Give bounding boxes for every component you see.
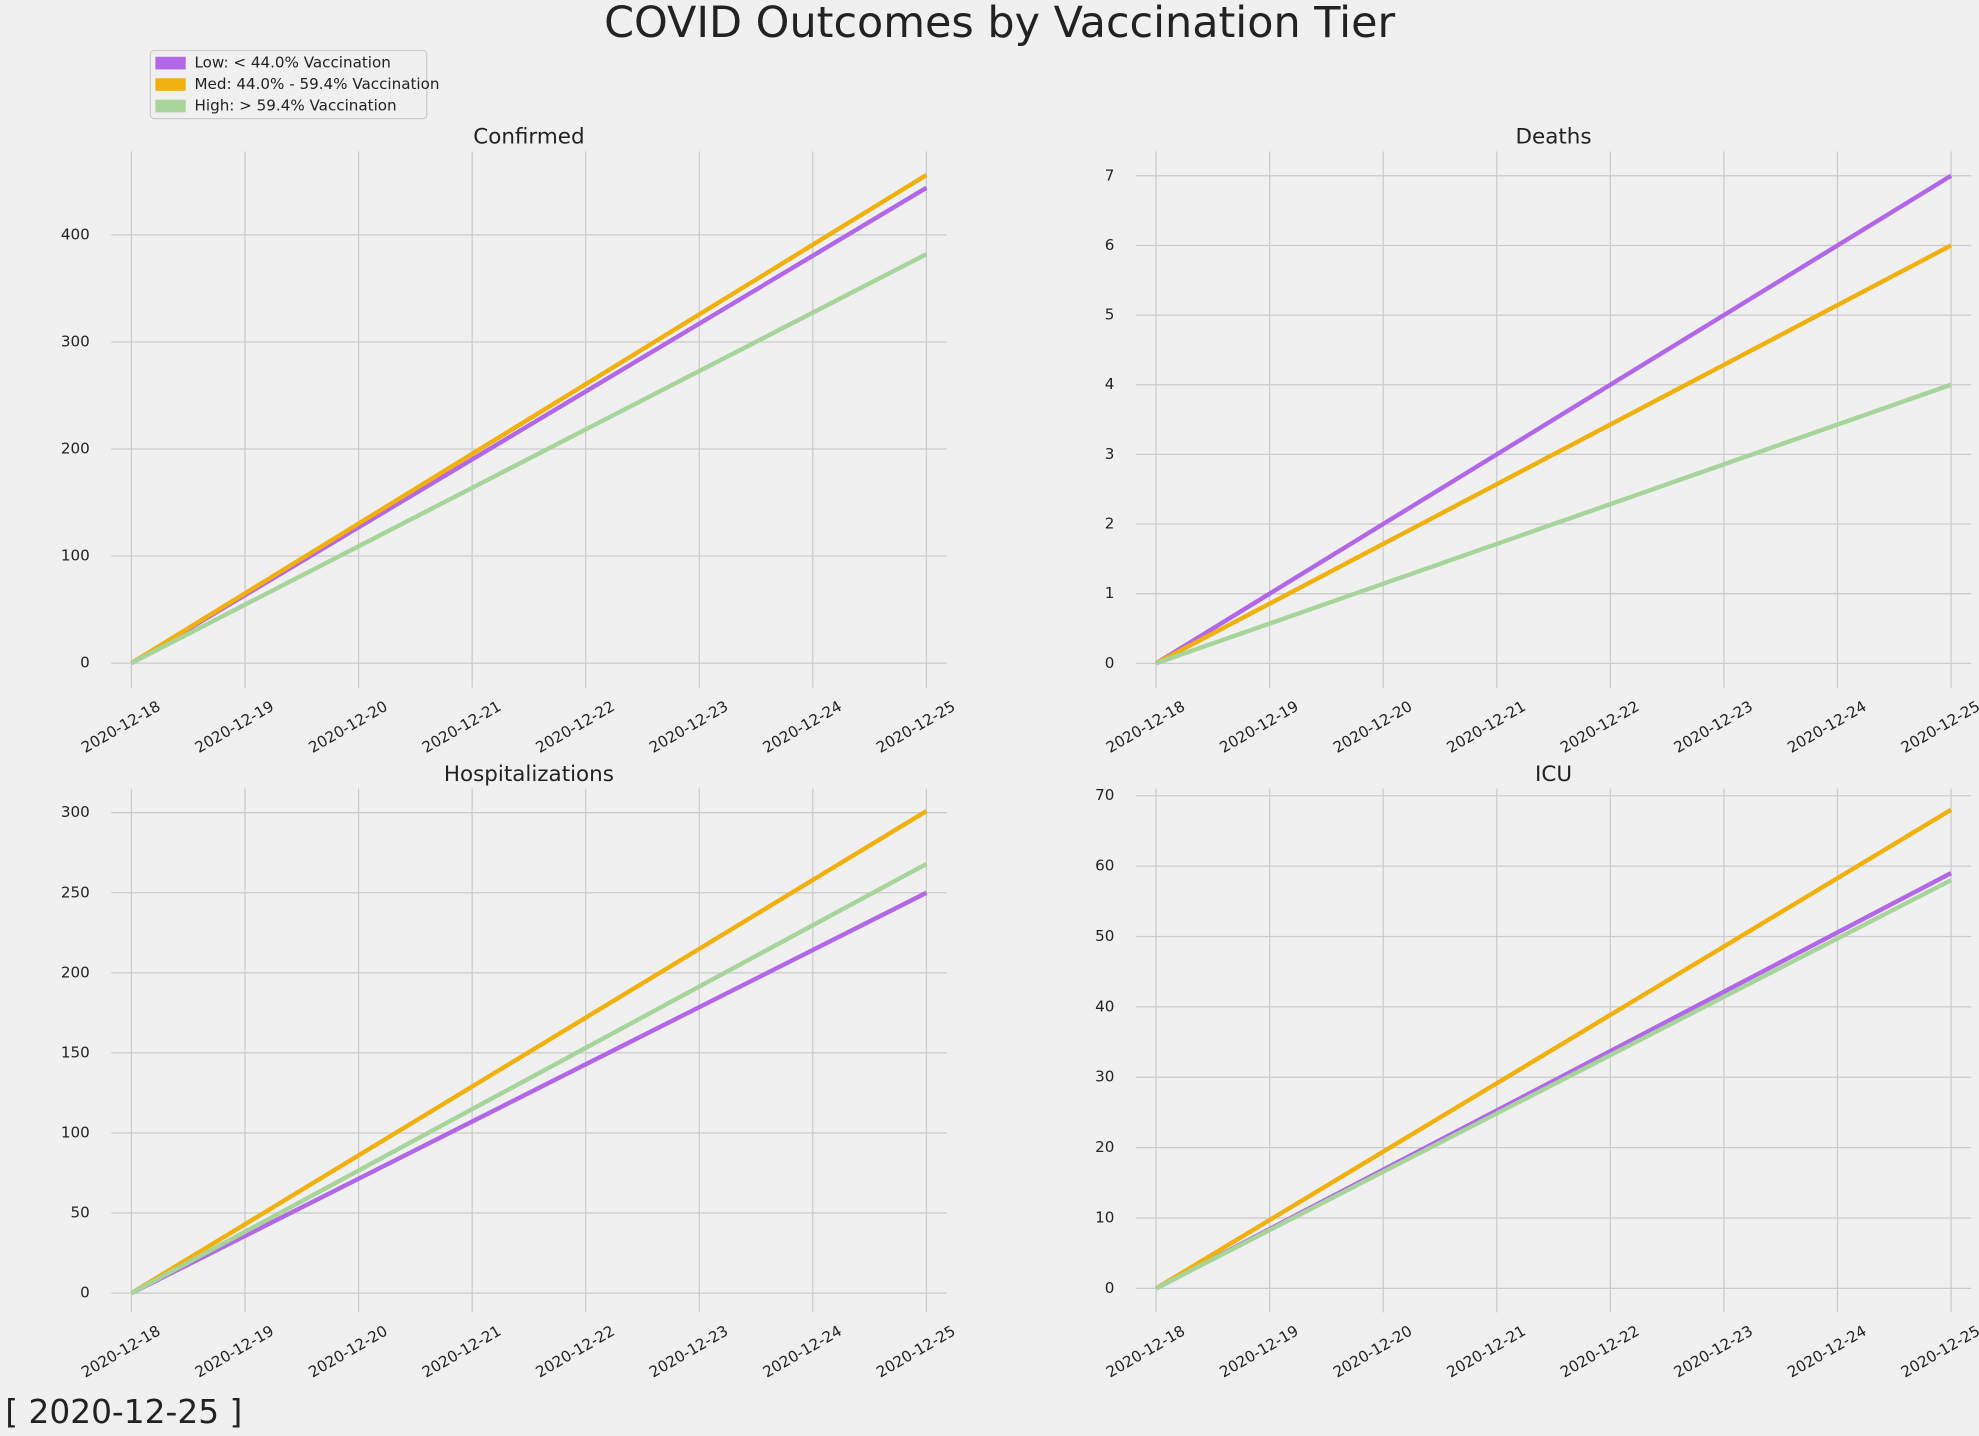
y-tick-label: 7 (1105, 166, 1115, 184)
x-tick-label: 2020-12-24 (1784, 697, 1869, 757)
x-tick-label: 2020-12-23 (646, 697, 731, 757)
y-tick-label: 100 (61, 547, 90, 565)
series-line (1154, 173, 1953, 666)
y-tick-label: 300 (61, 332, 90, 350)
y-tick-label: 100 (61, 1123, 90, 1141)
figure-title: COVID Outcomes by Vaccination Tier (604, 0, 1395, 48)
x-tick-label: 2020-12-19 (1217, 697, 1302, 757)
y-tick-label: 200 (61, 440, 90, 458)
legend-box (149, 49, 428, 120)
panel-title: ICU (1535, 762, 1572, 787)
y-tick-label: 250 (61, 883, 90, 901)
x-tick-label: 2020-12-18 (78, 1322, 163, 1382)
panel-title: Hospitalizations (444, 762, 614, 787)
y-tick-label: 4 (1105, 375, 1115, 393)
x-tick-label: 2020-12-18 (1103, 1322, 1188, 1382)
x-tick-label: 2020-12-23 (646, 1322, 731, 1382)
legend-swatch (155, 56, 186, 70)
series-line (1155, 243, 1953, 666)
legend-label: High: > 59.4% Vaccination (195, 96, 397, 114)
x-tick-label: 2020-12-25 (873, 697, 958, 757)
x-tick-label: 2020-12-20 (305, 1322, 390, 1382)
x-tick-label: 2020-12-21 (419, 1322, 504, 1382)
y-tick-label: 50 (71, 1204, 90, 1222)
x-tick-label: 2020-12-20 (305, 697, 390, 757)
x-tick-label: 2020-12-24 (1784, 1322, 1869, 1382)
series-line (1155, 878, 1953, 1291)
x-tick-label: 2020-12-24 (760, 1322, 845, 1382)
legend-label: Low: < 44.0% Vaccination (195, 54, 391, 72)
y-tick-label: 6 (1105, 236, 1115, 254)
x-tick-label: 2020-12-21 (419, 697, 504, 757)
x-tick-label: 2020-12-24 (760, 697, 845, 757)
x-tick-label: 2020-12-20 (1330, 697, 1415, 757)
x-tick-label: 2020-12-25 (873, 1322, 958, 1382)
x-tick-label: 2020-12-25 (1898, 697, 1979, 757)
y-tick-label: 3 (1105, 445, 1115, 463)
legend-swatch (155, 99, 186, 113)
y-tick-label: 40 (1095, 997, 1114, 1015)
x-tick-label: 2020-12-19 (1217, 1322, 1302, 1382)
y-tick-label: 30 (1095, 1068, 1114, 1086)
series-line (130, 173, 928, 665)
series-line (130, 890, 928, 1296)
x-tick-label: 2020-12-22 (1557, 1322, 1642, 1382)
x-tick-label: 2020-12-22 (533, 1322, 618, 1382)
x-tick-label: 2020-12-19 (192, 1322, 277, 1382)
y-tick-label: 1 (1105, 584, 1115, 602)
y-tick-label: 20 (1095, 1138, 1114, 1156)
y-tick-label: 5 (1105, 306, 1115, 324)
legend-label: Med: 44.0% - 59.4% Vaccination (195, 75, 440, 93)
x-tick-label: 2020-12-21 (1444, 1322, 1529, 1382)
x-tick-label: 2020-12-22 (533, 697, 618, 757)
series-line (1154, 807, 1953, 1291)
x-tick-label: 2020-12-21 (1444, 697, 1529, 757)
x-tick-label: 2020-12-25 (1898, 1322, 1979, 1382)
series-line (130, 252, 928, 666)
y-tick-label: 400 (61, 225, 90, 243)
x-tick-label: 2020-12-19 (192, 697, 277, 757)
y-tick-label: 200 (61, 963, 90, 981)
y-tick-label: 0 (80, 1284, 90, 1302)
y-tick-label: 300 (61, 803, 90, 821)
panel-title: Deaths (1516, 125, 1592, 150)
x-tick-label: 2020-12-20 (1330, 1322, 1415, 1382)
series-line (130, 809, 928, 1296)
panel-title: Confirmed (473, 125, 584, 150)
y-tick-label: 150 (61, 1043, 90, 1061)
y-tick-label: 60 (1095, 857, 1114, 875)
series-line (1155, 382, 1952, 666)
series-line (130, 861, 928, 1296)
x-tick-label: 2020-12-23 (1671, 1322, 1756, 1382)
x-tick-label: 2020-12-18 (1103, 697, 1188, 757)
legend-swatch (155, 78, 186, 91)
date-label: [ 2020-12-25 ] (5, 1393, 242, 1431)
x-tick-label: 2020-12-23 (1671, 697, 1756, 757)
y-tick-label: 0 (1105, 1279, 1115, 1297)
y-tick-label: 0 (1105, 654, 1115, 672)
y-tick-label: 70 (1095, 786, 1114, 804)
y-tick-label: 2 (1105, 515, 1115, 533)
y-tick-label: 50 (1095, 927, 1114, 945)
y-tick-label: 0 (80, 654, 90, 672)
x-tick-label: 2020-12-18 (78, 697, 163, 757)
y-tick-label: 10 (1095, 1209, 1114, 1227)
x-tick-label: 2020-12-22 (1557, 697, 1642, 757)
